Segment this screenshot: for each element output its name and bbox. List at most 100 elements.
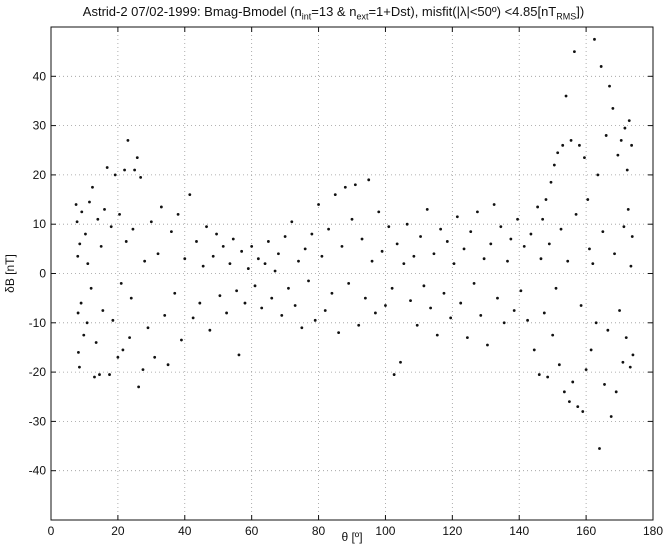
data-point <box>128 336 131 339</box>
data-point <box>113 173 117 177</box>
data-point <box>170 230 173 233</box>
data-point <box>156 252 160 256</box>
data-point <box>549 180 553 184</box>
data-point <box>228 262 232 266</box>
data-point <box>101 309 105 312</box>
x-tick-label: 40 <box>178 524 192 538</box>
data-point <box>623 126 627 130</box>
data-point <box>183 257 187 261</box>
data-point <box>506 259 509 263</box>
data-point <box>94 341 98 344</box>
data-point <box>310 232 314 236</box>
data-point <box>173 291 177 295</box>
data-point <box>546 375 550 379</box>
data-point <box>469 230 473 233</box>
x-tick-label: 0 <box>48 524 55 538</box>
data-point <box>631 353 635 357</box>
data-point <box>554 286 558 290</box>
data-point <box>502 321 506 325</box>
data-point <box>608 84 611 88</box>
data-point <box>445 240 449 243</box>
data-point <box>256 257 260 261</box>
data-point <box>536 205 540 209</box>
data-point <box>367 178 371 182</box>
data-point <box>75 220 79 224</box>
data-point <box>603 383 606 386</box>
data-point <box>109 225 113 229</box>
y-axis-label: δB [nT] <box>3 254 17 293</box>
data-point <box>435 333 439 337</box>
data-point <box>166 363 170 367</box>
data-point <box>323 309 327 312</box>
data-point <box>89 286 93 290</box>
data-point <box>512 309 516 312</box>
data-point <box>618 309 621 312</box>
data-point <box>76 311 80 315</box>
x-tick-label: 140 <box>509 524 529 538</box>
data-point <box>492 203 496 206</box>
data-point <box>180 338 183 342</box>
data-point <box>486 343 489 347</box>
data-points <box>74 37 635 450</box>
data-point <box>629 264 633 268</box>
y-tick-label: 20 <box>33 168 47 182</box>
data-point <box>78 242 82 246</box>
data-point <box>380 249 384 253</box>
data-point <box>320 254 324 258</box>
data-point <box>573 50 576 54</box>
data-point <box>91 185 94 189</box>
data-point <box>240 249 244 253</box>
data-point <box>532 348 536 352</box>
data-point <box>586 198 590 201</box>
data-point <box>78 365 81 369</box>
data-point <box>297 259 300 263</box>
data-point <box>625 168 629 172</box>
data-point <box>593 37 596 41</box>
y-tick-label: 10 <box>33 217 47 231</box>
data-point <box>80 210 84 214</box>
data-point <box>621 360 625 364</box>
data-point <box>562 390 566 394</box>
data-point <box>627 119 631 123</box>
x-tick-label: 60 <box>245 524 259 538</box>
data-point <box>579 304 583 307</box>
data-point <box>472 281 476 285</box>
data-point <box>105 166 109 169</box>
data-point <box>584 368 588 372</box>
data-point <box>566 259 570 263</box>
data-point <box>496 296 499 300</box>
data-point <box>330 291 334 295</box>
data-point <box>143 259 147 263</box>
data-point <box>526 318 529 322</box>
data-point <box>559 227 563 231</box>
data-point <box>131 227 135 231</box>
data-point <box>211 254 215 258</box>
y-tick-label: -30 <box>29 414 47 428</box>
data-point <box>313 318 317 322</box>
data-point <box>479 314 483 317</box>
data-point <box>270 296 274 300</box>
data-point <box>153 355 157 359</box>
x-axis-label: θ [º] <box>341 530 362 544</box>
data-point <box>476 210 479 214</box>
data-point <box>303 247 307 251</box>
data-point <box>576 405 580 409</box>
data-point <box>340 244 344 248</box>
data-point <box>353 183 357 187</box>
data-point <box>588 247 591 251</box>
data-point <box>541 217 545 221</box>
data-point <box>370 259 374 263</box>
y-tick-label: -40 <box>29 464 47 478</box>
data-point <box>82 333 86 337</box>
axis-ticks: 0 20 40 60 80 100 120 140 160 180 -40 -30 -20 -10 0 10 2… <box>29 27 663 538</box>
data-point <box>123 168 126 172</box>
data-point <box>596 173 600 177</box>
data-point <box>293 304 297 307</box>
data-point <box>624 336 628 339</box>
data-point <box>392 373 396 376</box>
data-point <box>221 244 225 248</box>
data-point <box>374 311 377 315</box>
data-point <box>509 237 513 241</box>
data-point <box>208 328 212 332</box>
data-point <box>159 205 163 209</box>
